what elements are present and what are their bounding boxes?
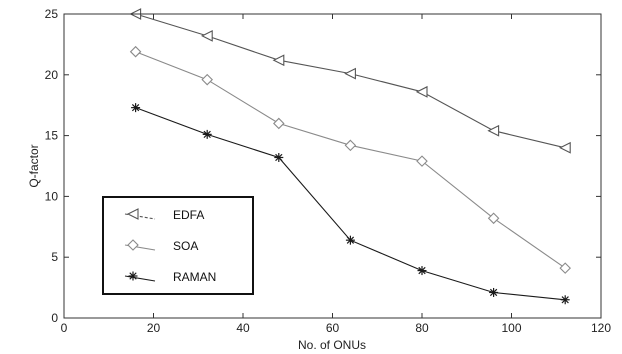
data-point-raman bbox=[345, 235, 355, 245]
x-tick-label: 60 bbox=[326, 321, 340, 335]
data-point-raman bbox=[274, 152, 284, 162]
x-axis: 0 20 40 60 80 100 120 bbox=[61, 14, 611, 335]
star-stroke bbox=[489, 288, 498, 297]
data-point-soa bbox=[201, 73, 213, 86]
data-point-soa bbox=[487, 212, 500, 225]
data-point-edfa bbox=[344, 67, 356, 80]
legend-label-soa: SOA bbox=[173, 239, 198, 253]
data-point-soa bbox=[559, 262, 571, 274]
y-tick-label: 25 bbox=[45, 7, 59, 21]
data-point-edfa bbox=[558, 141, 571, 154]
legend: EDFA SOA RAMAN bbox=[102, 196, 254, 295]
star-stroke bbox=[131, 103, 140, 112]
y-tick-label: 5 bbox=[51, 250, 58, 264]
data-point-soa bbox=[344, 139, 357, 152]
legend-marker-edfa bbox=[126, 208, 139, 220]
data-point-soa bbox=[129, 45, 142, 58]
y-tick-label: 10 bbox=[45, 189, 59, 203]
star-stroke bbox=[561, 296, 569, 304]
legend-marker-raman bbox=[128, 271, 138, 281]
x-tick-label: 80 bbox=[415, 321, 429, 335]
star-stroke bbox=[418, 266, 426, 275]
data-point-raman bbox=[131, 103, 141, 113]
star-stroke bbox=[275, 153, 283, 162]
data-point-raman bbox=[489, 287, 499, 297]
data-point-soa bbox=[416, 155, 428, 167]
x-tick-label: 0 bbox=[61, 321, 68, 335]
star-stroke bbox=[346, 236, 355, 244]
data-point-raman bbox=[560, 295, 570, 305]
data-point-edfa bbox=[487, 124, 500, 137]
series-markers bbox=[129, 8, 571, 305]
x-tick-label: 40 bbox=[236, 321, 250, 335]
x-tick-label: 100 bbox=[501, 321, 521, 335]
y-tick-label: 15 bbox=[45, 129, 59, 143]
data-point-edfa bbox=[415, 85, 428, 98]
star-stroke bbox=[129, 272, 137, 280]
data-point-soa bbox=[273, 117, 285, 130]
x-tick-label: 120 bbox=[591, 321, 611, 335]
legend-entry-raman: RAMAN bbox=[124, 270, 216, 284]
y-tick-label: 20 bbox=[45, 68, 59, 82]
legend-marker-soa bbox=[127, 239, 139, 251]
star-stroke bbox=[203, 130, 211, 139]
legend-label-edfa: EDFA bbox=[173, 208, 204, 222]
y-axis: 0 5 10 15 20 25 bbox=[45, 7, 601, 325]
legend-line-raman bbox=[124, 275, 156, 282]
legend-label-raman: RAMAN bbox=[173, 270, 216, 284]
data-point-raman bbox=[202, 129, 212, 139]
data-point-edfa bbox=[200, 29, 213, 42]
legend-entry-soa: SOA bbox=[124, 239, 198, 253]
data-point-edfa bbox=[272, 54, 285, 67]
x-tick-label: 20 bbox=[147, 321, 161, 335]
legend-entry-edfa: EDFA bbox=[124, 208, 204, 222]
x-axis-title: No. of ONUs bbox=[298, 338, 366, 352]
y-axis-title: Q-factor bbox=[27, 144, 41, 187]
data-point-raman bbox=[417, 266, 427, 276]
y-tick-label: 0 bbox=[51, 311, 58, 325]
